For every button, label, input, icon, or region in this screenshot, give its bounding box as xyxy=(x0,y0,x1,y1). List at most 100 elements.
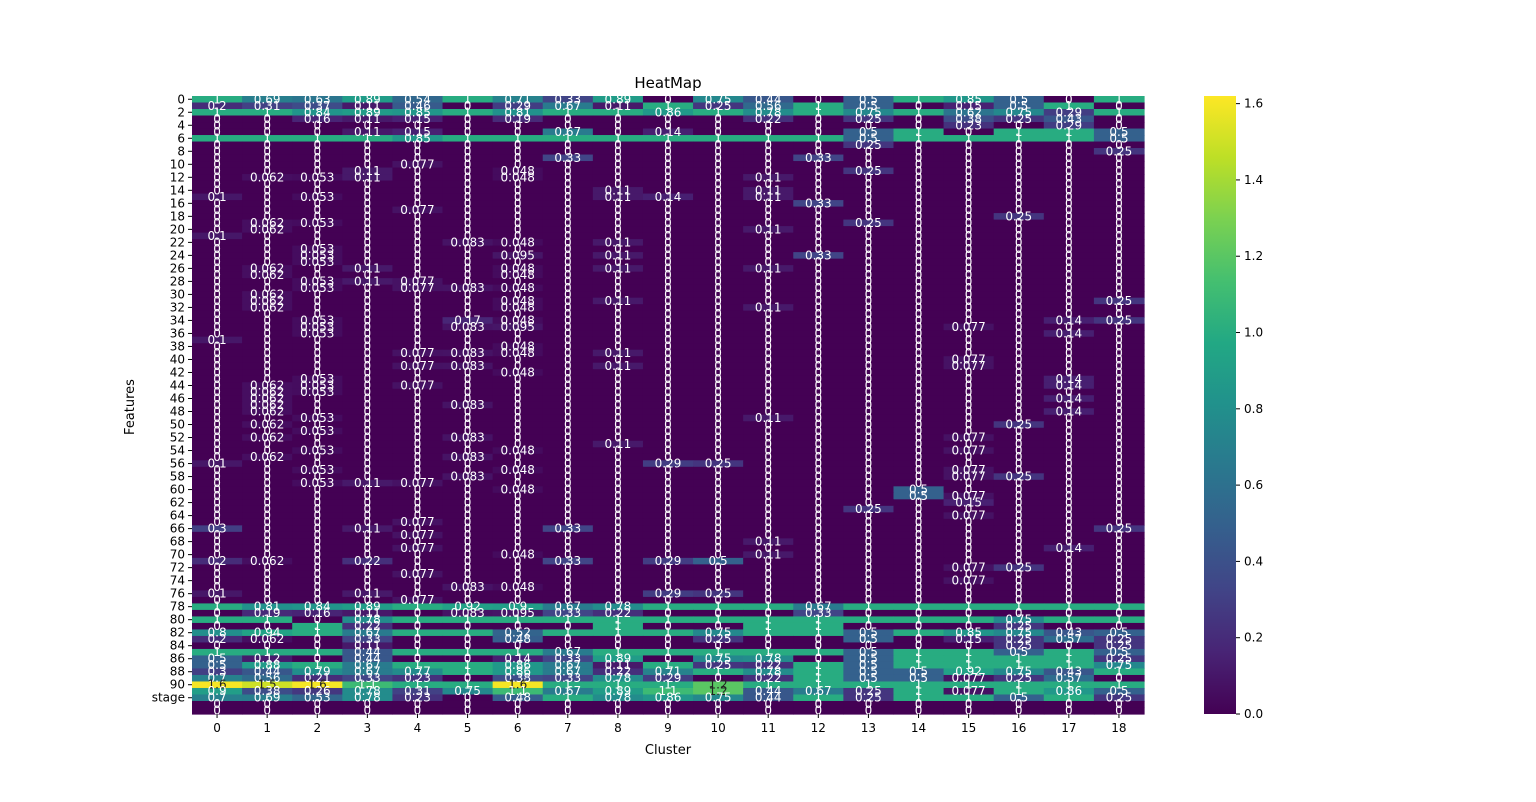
heatmap-cell xyxy=(542,525,594,533)
heatmap-cell xyxy=(893,310,945,318)
heatmap-cell xyxy=(693,635,744,644)
heatmap-cell xyxy=(442,661,494,670)
heatmap-cell xyxy=(592,512,644,520)
cell-value-label: 1 xyxy=(464,105,472,119)
heatmap-cell xyxy=(743,453,794,461)
cell-value-label: 0 xyxy=(614,164,622,178)
heatmap-cell xyxy=(542,609,594,618)
cell-value-label: 0.11 xyxy=(354,125,381,139)
cell-value-label: 0 xyxy=(915,138,923,152)
heatmap-cell xyxy=(943,687,995,696)
heatmap-cell xyxy=(642,102,694,110)
heatmap-cell xyxy=(793,206,844,214)
heatmap-cell xyxy=(342,479,394,487)
heatmap-cell xyxy=(342,661,394,670)
heatmap-cell xyxy=(242,486,293,494)
heatmap-cell xyxy=(893,382,945,390)
heatmap-cell xyxy=(292,115,343,123)
heatmap-cell xyxy=(192,369,243,377)
heatmap-cell xyxy=(793,141,844,149)
heatmap-cell xyxy=(542,486,594,494)
heatmap-cell xyxy=(492,252,544,260)
heatmap-cell xyxy=(793,148,844,156)
heatmap-cell xyxy=(793,375,844,383)
cell-value-label: 0 xyxy=(714,170,722,184)
heatmap-cell xyxy=(642,674,694,683)
heatmap-cell xyxy=(542,421,594,429)
heatmap-cell xyxy=(1043,492,1095,500)
heatmap-cell xyxy=(642,538,694,546)
heatmap-cell xyxy=(1043,297,1095,305)
heatmap-cell xyxy=(392,551,444,559)
heatmap-cell xyxy=(743,317,794,325)
heatmap-cell xyxy=(592,453,644,461)
heatmap-cell xyxy=(1093,505,1145,513)
heatmap-cell xyxy=(542,356,594,364)
heatmap-cell xyxy=(442,278,494,286)
heatmap-cell xyxy=(893,655,945,663)
heatmap-cell xyxy=(242,291,293,299)
heatmap-cell xyxy=(392,219,444,227)
cell-value-label: 0.85 xyxy=(404,131,431,145)
heatmap-cell xyxy=(893,161,945,169)
heatmap-cell xyxy=(542,193,594,201)
heatmap-cell xyxy=(1093,460,1145,468)
heatmap-cell xyxy=(592,232,644,240)
heatmap-cell xyxy=(793,486,844,494)
heatmap-cell xyxy=(1093,700,1145,709)
cell-value-label: 0 xyxy=(514,151,522,165)
heatmap-cell xyxy=(793,518,844,526)
heatmap-cell xyxy=(793,700,844,709)
heatmap-cell xyxy=(642,505,694,513)
heatmap-cell xyxy=(542,427,594,435)
heatmap-cell xyxy=(592,96,644,104)
heatmap-cell xyxy=(542,167,594,175)
heatmap-cell xyxy=(342,421,394,429)
heatmap-cell xyxy=(542,505,594,513)
heatmap-cell xyxy=(843,642,895,650)
heatmap-cell xyxy=(943,200,995,208)
y-tick-label: stage xyxy=(152,691,185,705)
heatmap-cell xyxy=(592,687,644,696)
cell-value-label: 0 xyxy=(614,125,622,139)
heatmap-cell xyxy=(492,349,544,357)
heatmap-cell xyxy=(442,499,494,507)
heatmap-cell xyxy=(1093,564,1145,572)
heatmap-cell xyxy=(893,148,945,156)
heatmap-cell xyxy=(943,518,995,526)
heatmap-cell xyxy=(993,252,1045,260)
heatmap-cell xyxy=(693,505,744,513)
cell-value-label: 0 xyxy=(213,151,221,165)
heatmap-cell xyxy=(843,700,895,709)
heatmap-cell xyxy=(793,681,844,689)
heatmap-cell xyxy=(993,512,1045,520)
y-tick-label: 90 xyxy=(170,678,185,692)
heatmap-cell xyxy=(492,486,544,494)
heatmap-cell xyxy=(292,694,343,702)
cell-value-label: 0.85 xyxy=(955,92,982,106)
heatmap-cell xyxy=(592,213,644,221)
heatmap-cell xyxy=(843,687,895,696)
heatmap-cell xyxy=(292,525,343,533)
heatmap-cell xyxy=(392,200,444,208)
heatmap-cell xyxy=(743,161,794,169)
heatmap-cell xyxy=(1093,616,1145,624)
heatmap-cell xyxy=(342,343,394,351)
heatmap-cell xyxy=(192,200,243,208)
heatmap-cell xyxy=(1093,590,1145,598)
heatmap-cell xyxy=(192,401,243,409)
heatmap-cell xyxy=(592,122,644,130)
heatmap-cell xyxy=(743,115,794,123)
cell-value-label: 0 xyxy=(814,125,822,139)
heatmap-cell xyxy=(642,310,694,318)
heatmap-cell xyxy=(492,479,544,487)
heatmap-cell xyxy=(1043,518,1095,526)
heatmap-cell xyxy=(342,447,394,455)
cell-value-label: 0 xyxy=(664,157,672,171)
cell-value-label: 0 xyxy=(313,157,321,171)
heatmap-cell xyxy=(642,700,694,709)
heatmap-cell xyxy=(993,232,1045,240)
cell-value-label: 0 xyxy=(714,118,722,132)
cell-value-label: 0 xyxy=(814,157,822,171)
heatmap-cell xyxy=(843,570,895,578)
